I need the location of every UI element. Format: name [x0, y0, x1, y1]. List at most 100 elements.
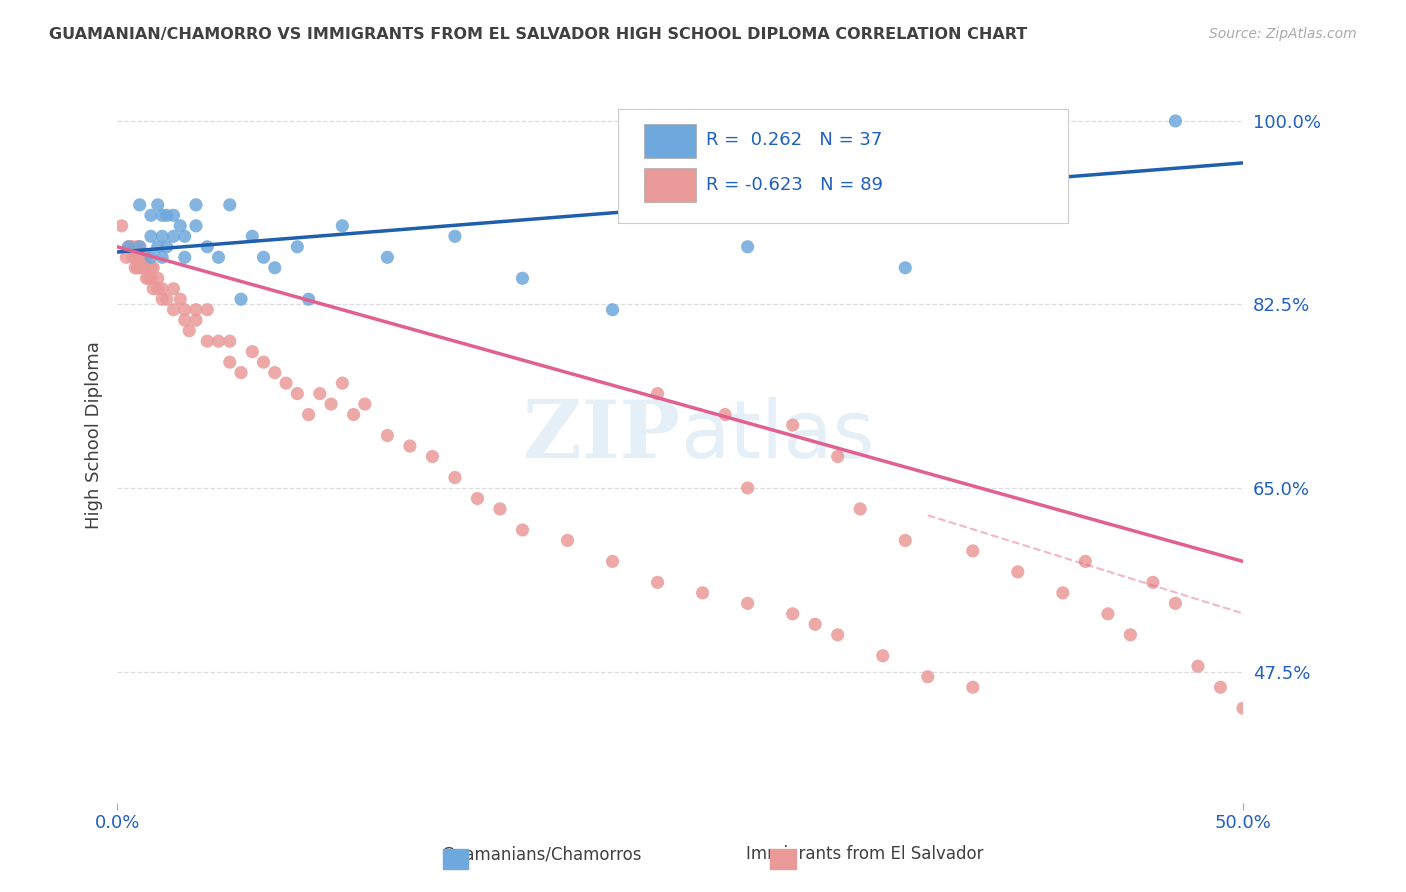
Point	[124, 250, 146, 264]
Point	[377, 428, 399, 442]
Point	[207, 250, 229, 264]
Point	[150, 229, 173, 244]
Point	[1209, 680, 1232, 694]
Point	[146, 240, 169, 254]
Point	[512, 271, 534, 285]
Point	[422, 450, 444, 464]
Point	[285, 240, 308, 254]
Point	[156, 208, 179, 222]
Point	[162, 302, 184, 317]
Point	[162, 282, 184, 296]
Point	[342, 408, 364, 422]
Point	[444, 470, 467, 484]
Point	[173, 250, 195, 264]
Point	[207, 334, 229, 348]
Point	[150, 282, 173, 296]
Point	[1097, 607, 1119, 621]
Point	[146, 282, 169, 296]
Point	[135, 271, 157, 285]
Point	[139, 271, 162, 285]
Point	[169, 219, 191, 233]
Point	[229, 366, 252, 380]
FancyBboxPatch shape	[619, 109, 1069, 223]
Point	[692, 586, 714, 600]
Point	[128, 260, 150, 275]
FancyBboxPatch shape	[644, 169, 696, 202]
Point	[195, 302, 218, 317]
Point	[467, 491, 489, 506]
Point	[195, 334, 218, 348]
Point	[737, 481, 759, 495]
Point	[377, 250, 399, 264]
Point	[111, 219, 134, 233]
Point	[128, 240, 150, 254]
Point	[146, 198, 169, 212]
Point	[1187, 659, 1209, 673]
Point	[146, 271, 169, 285]
Point	[1007, 565, 1029, 579]
Point	[308, 386, 330, 401]
Point	[330, 376, 353, 391]
Point	[128, 250, 150, 264]
Point	[218, 198, 240, 212]
Point	[252, 355, 274, 369]
Text: ZIP: ZIP	[523, 397, 681, 475]
Point	[647, 575, 669, 590]
Point	[602, 554, 624, 568]
Point	[1052, 586, 1074, 600]
Text: R =  0.262   N = 37: R = 0.262 N = 37	[706, 131, 883, 150]
Point	[139, 229, 162, 244]
Point	[127, 260, 149, 275]
Point	[1142, 575, 1164, 590]
Point	[138, 271, 160, 285]
Point	[737, 240, 759, 254]
Point	[173, 313, 195, 327]
Point	[647, 386, 669, 401]
Point	[737, 596, 759, 610]
Point	[122, 250, 145, 264]
Point	[184, 219, 207, 233]
Point	[150, 292, 173, 306]
Point	[354, 397, 377, 411]
Point	[162, 229, 184, 244]
Point	[150, 208, 173, 222]
Point	[156, 240, 179, 254]
Point	[120, 240, 142, 254]
Point	[782, 607, 804, 621]
Point	[240, 344, 263, 359]
Point	[127, 240, 149, 254]
Point	[489, 502, 512, 516]
Point	[128, 198, 150, 212]
Point	[115, 250, 138, 264]
Y-axis label: High School Diploma: High School Diploma	[86, 342, 103, 530]
Point	[124, 260, 146, 275]
Point	[184, 302, 207, 317]
Point	[782, 418, 804, 433]
Point	[173, 229, 195, 244]
Point	[804, 617, 827, 632]
Point	[319, 397, 342, 411]
Point	[173, 302, 195, 317]
Point	[444, 229, 467, 244]
Point	[184, 313, 207, 327]
Point	[894, 533, 917, 548]
Point	[330, 219, 353, 233]
Point	[162, 208, 184, 222]
Point	[229, 292, 252, 306]
Point	[218, 334, 240, 348]
Point	[135, 250, 157, 264]
Point	[150, 250, 173, 264]
Point	[399, 439, 422, 453]
Point	[142, 260, 165, 275]
Point	[557, 533, 579, 548]
Point	[139, 260, 162, 275]
Point	[1074, 554, 1097, 568]
Point	[218, 355, 240, 369]
Point	[285, 386, 308, 401]
Point	[849, 502, 872, 516]
Point	[602, 302, 624, 317]
Point	[179, 324, 201, 338]
Point	[1164, 596, 1187, 610]
Point	[263, 260, 285, 275]
Text: GUAMANIAN/CHAMORRO VS IMMIGRANTS FROM EL SALVADOR HIGH SCHOOL DIPLOMA CORRELATIO: GUAMANIAN/CHAMORRO VS IMMIGRANTS FROM EL…	[49, 27, 1028, 42]
